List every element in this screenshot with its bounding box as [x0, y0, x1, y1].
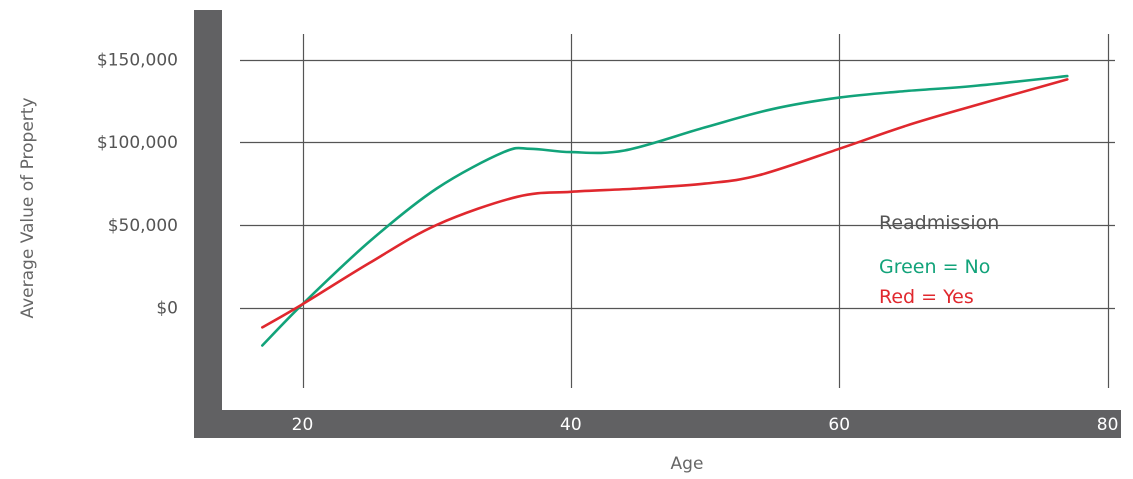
y-tick-label: $150,000 — [97, 51, 178, 71]
series-lines — [261, 74, 1069, 347]
x-tick-labels: 20 40 60 80 — [292, 415, 1119, 435]
x-tick-label: 40 — [560, 415, 582, 435]
y-tick-label: $50,000 — [108, 216, 178, 236]
legend: Readmission Green = No Red = Yes — [879, 212, 999, 308]
frame-bottom-bar — [194, 410, 1121, 438]
grid-lines — [240, 34, 1115, 388]
y-tick-label: $100,000 — [97, 133, 178, 153]
legend-entry-yes: Red = Yes — [879, 286, 974, 308]
series-line-yes — [261, 78, 1069, 329]
y-tick-labels: $0 $50,000 $100,000 $150,000 — [97, 51, 178, 319]
x-tick-label: 60 — [828, 415, 850, 435]
legend-entry-no: Green = No — [879, 256, 990, 278]
x-axis-title: Age — [671, 454, 704, 474]
x-tick-label: 80 — [1097, 415, 1119, 435]
frame-left-bar — [194, 10, 222, 438]
y-tick-label: $0 — [156, 299, 178, 319]
x-tick-label: 20 — [292, 415, 314, 435]
series-line-no — [261, 74, 1069, 347]
y-axis-title: Average Value of Property — [18, 97, 38, 318]
legend-title: Readmission — [879, 212, 999, 234]
